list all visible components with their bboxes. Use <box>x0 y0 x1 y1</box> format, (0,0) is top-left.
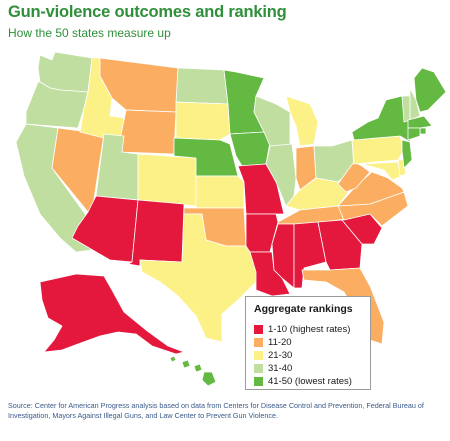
legend-swatch-tier-1 <box>254 325 263 334</box>
legend-swatch-tier-4 <box>254 364 263 373</box>
legend-swatch-tier-2 <box>254 338 263 347</box>
page-title: Gun-violence outcomes and ranking <box>8 3 287 21</box>
state-KS[interactable] <box>195 175 245 209</box>
state-RI[interactable] <box>419 127 427 135</box>
state-TX[interactable] <box>139 213 259 343</box>
legend-label-tier-5: 41-50 (lowest rates) <box>268 376 352 387</box>
legend-label-tier-1: 1-10 (highest rates) <box>268 324 351 335</box>
state-NJ[interactable] <box>401 139 413 169</box>
state-ME[interactable] <box>413 67 447 113</box>
state-SD[interactable] <box>175 101 231 141</box>
page-subtitle: How the 50 states measure up <box>8 26 171 40</box>
legend-title: Aggregate rankings <box>254 303 353 315</box>
legend: Aggregate rankings 1-10 (highest rates) … <box>245 296 371 390</box>
legend-swatch-tier-3 <box>254 351 263 360</box>
legend-label-tier-4: 31-40 <box>268 363 293 374</box>
legend-swatch-tier-5 <box>254 377 263 386</box>
state-IA[interactable] <box>229 131 271 167</box>
state-MD[interactable] <box>361 161 403 181</box>
state-CT[interactable] <box>407 127 421 141</box>
legend-label-tier-3: 21-30 <box>268 350 293 361</box>
state-NY[interactable] <box>351 95 411 143</box>
state-MA[interactable] <box>407 115 433 129</box>
legend-label-tier-2: 11-20 <box>268 337 292 348</box>
state-LA[interactable] <box>249 251 291 297</box>
state-WY[interactable] <box>117 109 177 155</box>
state-HI[interactable] <box>169 355 217 387</box>
state-AR[interactable] <box>245 213 279 253</box>
state-ND[interactable] <box>175 67 229 105</box>
state-PA[interactable] <box>351 135 405 165</box>
state-AZ[interactable] <box>71 195 139 263</box>
state-CO[interactable] <box>137 153 197 207</box>
state-AK[interactable] <box>39 273 185 355</box>
state-MI[interactable] <box>285 95 319 147</box>
state-NH[interactable] <box>409 87 421 121</box>
source-note: Source: Center for American Progress ana… <box>8 401 424 420</box>
